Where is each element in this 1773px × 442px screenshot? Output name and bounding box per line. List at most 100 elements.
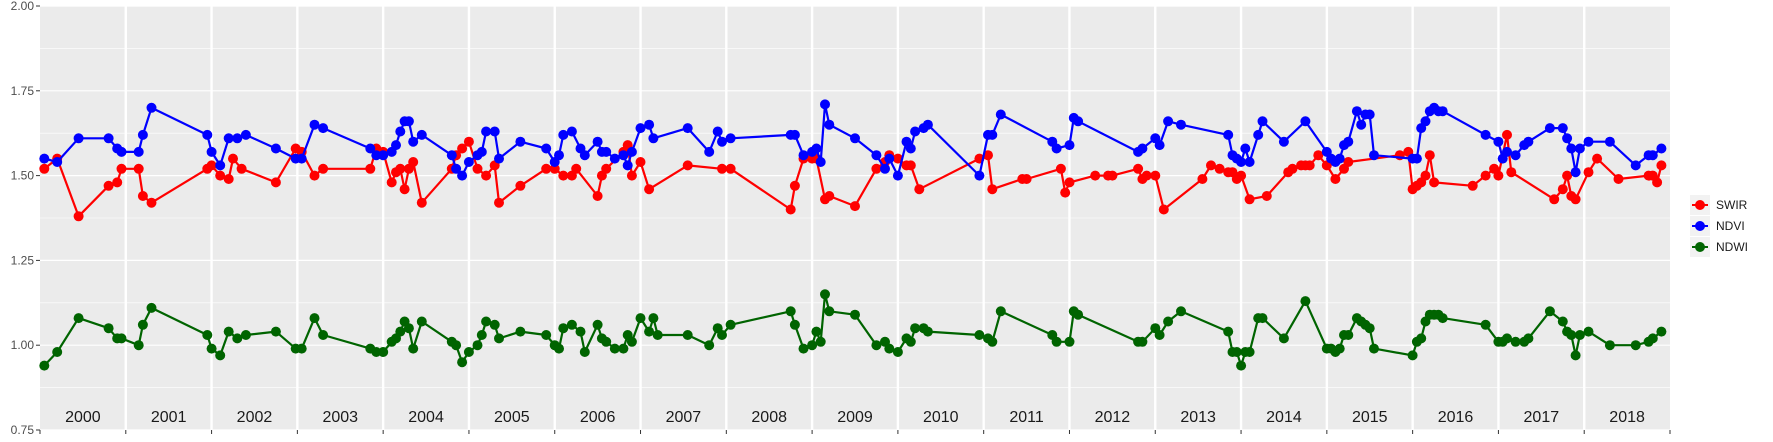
year-label: 2005 [494,409,530,426]
data-point-ndwi [1051,336,1062,347]
data-point-ndvi [1176,119,1186,130]
data-point-swir [228,153,238,164]
data-point-swir [236,163,247,174]
data-point-swir [1313,150,1324,161]
data-point-ndvi [1502,146,1512,157]
data-point-ndvi [592,136,603,147]
data-point-ndvi [618,150,629,161]
data-point-swir [644,184,655,195]
data-point-swir [558,170,569,181]
data-point-ndwi [725,319,736,330]
data-point-swir [1244,194,1255,205]
data-point-ndvi [1544,123,1555,134]
legend-label-swir: SWIR [1716,198,1748,212]
data-point-ndwi [592,319,603,330]
data-point-ndvi [824,119,835,130]
data-point-ndvi [811,143,822,154]
data-point-swir [1583,167,1594,178]
data-point-ndvi [725,133,736,144]
data-point-swir [457,143,468,154]
data-point-swir [1424,150,1435,161]
data-point-swir [463,136,474,147]
data-point-ndwi [476,330,487,340]
data-point-ndwi [648,313,659,324]
data-point-ndvi [1137,143,1148,154]
data-point-ndwi [378,347,389,357]
data-point-ndvi [1351,106,1362,117]
data-point-swir [133,163,144,174]
data-point-swir [1304,160,1315,171]
data-point-ndwi [644,326,655,337]
y-tick-label: 1.25 [11,253,35,267]
data-point-swir [1197,174,1208,184]
legend-label-ndvi: NDVI [1716,219,1745,233]
data-point-ndvi [1278,136,1289,147]
data-point-ndwi [820,289,830,300]
data-point-ndwi [39,360,50,371]
data-point-ndwi [1163,316,1174,327]
legend-item-swir: SWIR [1690,195,1748,215]
data-point-ndvi [416,129,427,140]
data-point-ndvi [1630,160,1641,171]
data-point-ndvi [489,126,500,137]
data-point-swir [1021,174,1032,184]
data-point-ndvi [1574,143,1585,154]
data-point-swir [905,160,916,171]
data-point-swir [1261,191,1272,201]
data-point-ndwi [1437,313,1448,324]
data-point-swir [983,150,993,161]
data-point-ndwi [215,350,226,361]
data-point-ndvi [1510,150,1521,161]
data-point-ndwi [1154,330,1165,340]
data-point-ndwi [296,343,307,354]
data-point-ndwi [206,343,217,354]
year-label: 2004 [408,409,444,426]
data-point-ndvi [240,129,251,140]
data-point-ndwi [103,323,114,334]
legend-key-marker [1695,242,1705,252]
year-label: 2016 [1438,409,1474,426]
data-point-ndvi [103,133,114,144]
data-point-swir [1064,177,1075,188]
data-point-ndvi [554,150,564,161]
data-point-ndwi [601,336,612,347]
data-point-ndwi [202,330,213,340]
data-point-ndwi [1510,336,1521,347]
data-point-ndwi [463,347,474,357]
data-point-swir [717,163,727,174]
data-point-swir [1613,174,1624,184]
data-point-ndwi [1257,313,1268,324]
data-point-swir [892,153,903,164]
data-point-swir [1506,167,1517,178]
legend-key-marker [1695,200,1705,210]
data-point-ndvi [601,146,612,157]
data-point-ndvi [1411,153,1422,164]
data-point-ndvi [451,163,462,174]
data-point-ndwi [579,347,590,357]
data-point-ndwi [884,343,895,354]
data-point-ndwi [905,336,916,347]
data-point-ndvi [635,123,646,134]
data-point-ndwi [318,330,329,340]
data-point-ndvi [717,136,727,147]
data-point-ndwi [1364,323,1375,334]
data-point-ndwi [815,336,826,347]
data-point-swir [1206,160,1216,171]
data-point-swir [318,163,329,174]
data-point-ndwi [1073,309,1084,320]
data-point-ndvi [558,129,569,140]
data-point-ndvi [133,146,144,157]
year-label: 2006 [580,409,616,426]
y-tick-label: 1.50 [11,169,35,183]
data-point-swir [270,177,281,188]
data-point-ndvi [922,119,933,130]
legend-item-ndwi: NDWI [1690,237,1748,257]
data-point-ndvi [206,146,217,157]
data-point-ndwi [807,340,818,351]
data-point-ndwi [609,343,620,354]
data-point-ndvi [579,150,590,161]
data-point-ndwi [652,330,663,340]
data-point-swir [395,163,406,174]
year-label: 2000 [65,409,101,426]
legend: SWIR NDVI NDWI [1690,195,1748,257]
